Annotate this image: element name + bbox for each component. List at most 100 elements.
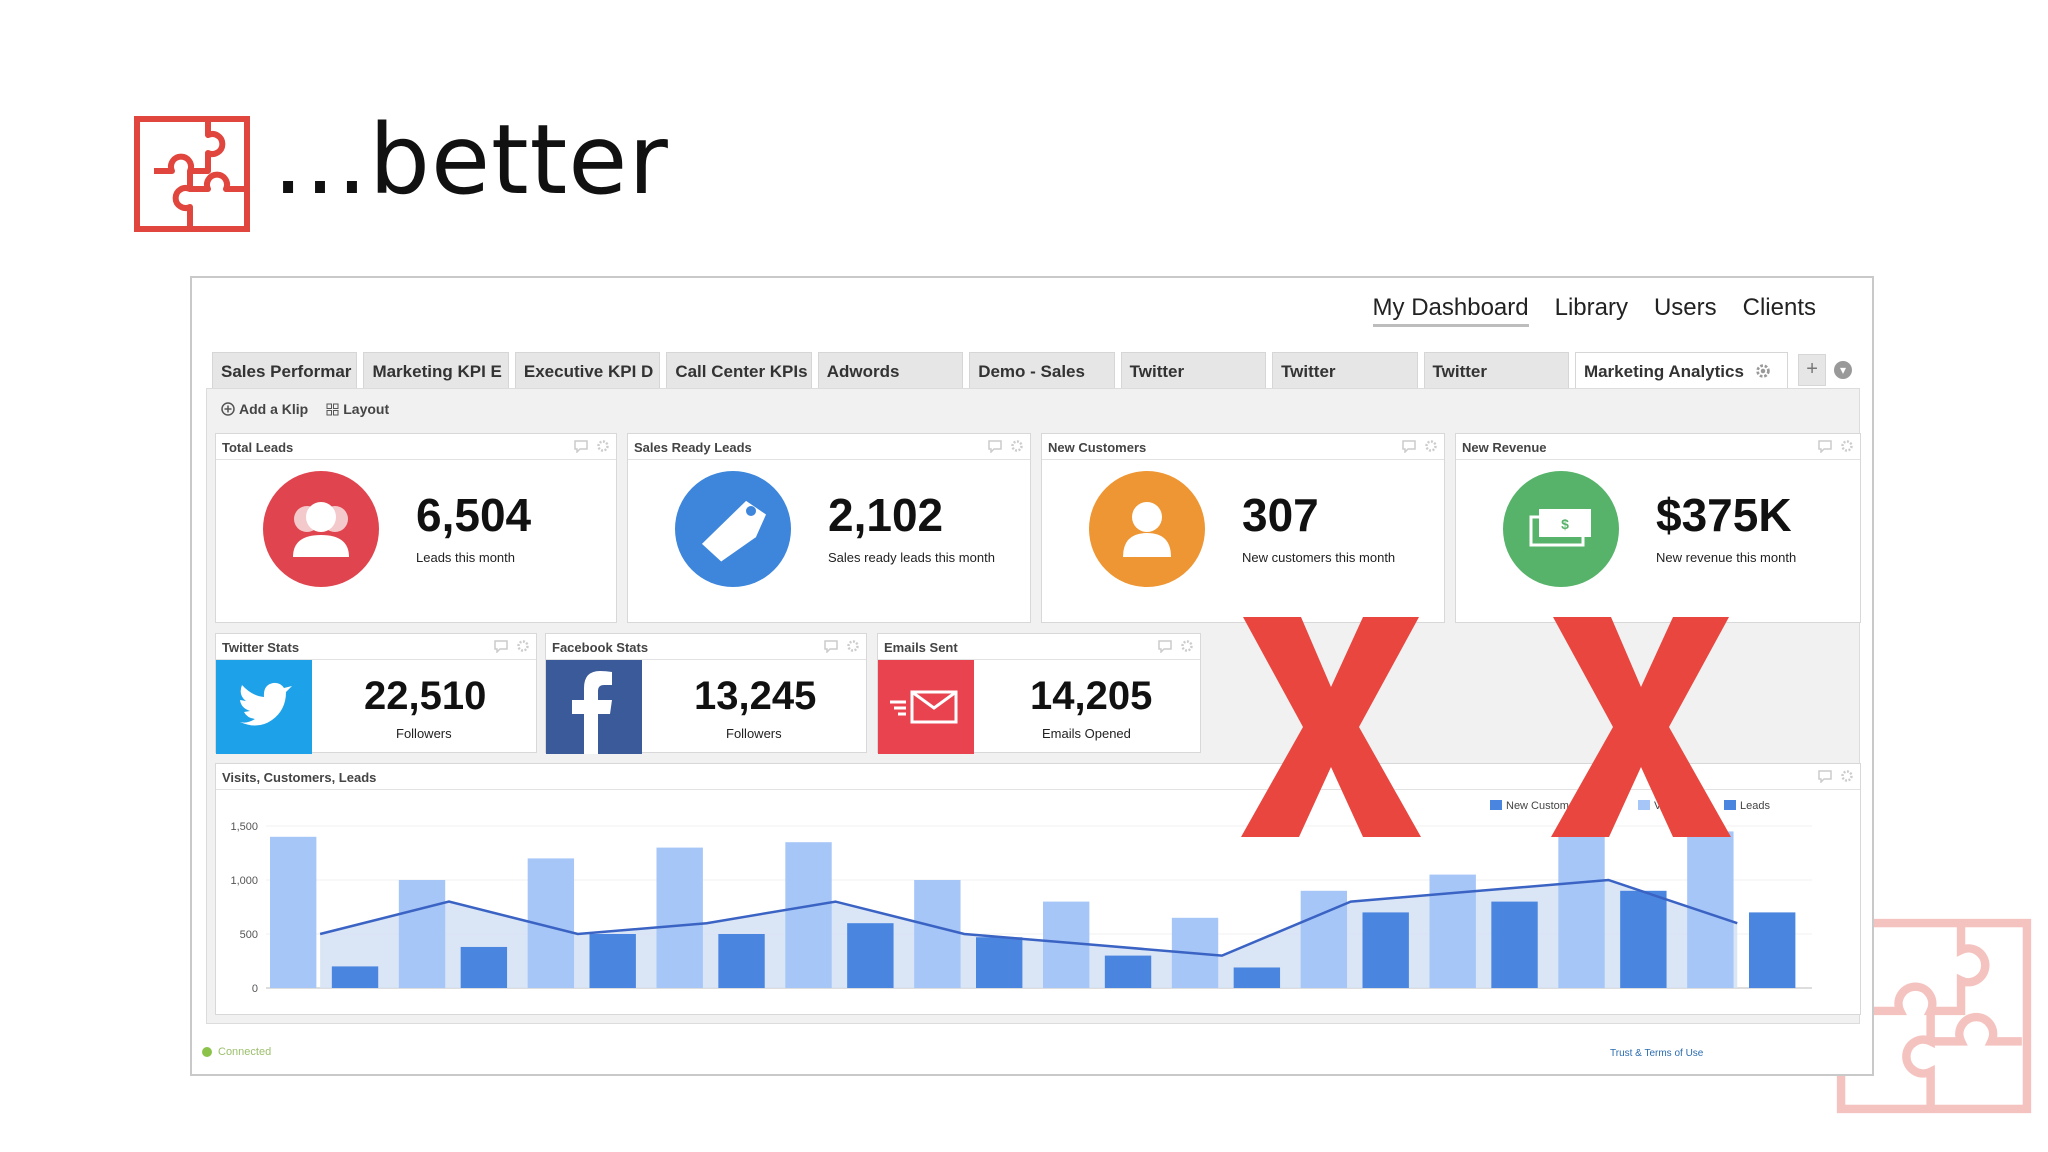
gear-icon[interactable] bbox=[516, 639, 530, 653]
comment-icon[interactable] bbox=[824, 639, 838, 653]
gear-icon[interactable] bbox=[1754, 362, 1772, 380]
klip-new-customers: New Customers 307 New customers this mon… bbox=[1041, 433, 1445, 623]
comment-icon[interactable] bbox=[494, 639, 508, 653]
connection-status: Connected bbox=[202, 1046, 271, 1058]
nav-clients[interactable]: Clients bbox=[1742, 294, 1816, 321]
total-leads-value: 6,504 bbox=[416, 489, 532, 541]
add-tab-button[interactable]: + bbox=[1798, 354, 1827, 386]
sales-ready-leads-label: Sales ready leads this month bbox=[828, 550, 995, 565]
gear-icon[interactable] bbox=[1010, 439, 1024, 453]
gear-icon[interactable] bbox=[846, 639, 860, 653]
klip-facebook-stats: Facebook Stats 13,245 Followers bbox=[545, 633, 867, 754]
tab-twitter-2[interactable]: Twitter bbox=[1272, 352, 1418, 388]
bar-leads bbox=[976, 937, 1023, 988]
gear-icon[interactable] bbox=[596, 439, 610, 453]
bar-leads bbox=[1104, 955, 1152, 988]
y-tick-label: 500 bbox=[240, 929, 258, 941]
klip-title: Sales Ready Leads bbox=[628, 434, 1030, 460]
tag-icon bbox=[675, 471, 791, 587]
dashboard-tabs: Sales Performar Marketing KPI E Executiv… bbox=[212, 352, 1853, 388]
status-dot-icon bbox=[202, 1047, 212, 1057]
comment-icon[interactable] bbox=[1402, 439, 1416, 453]
nav-users[interactable]: Users bbox=[1653, 294, 1717, 321]
gear-icon[interactable] bbox=[1180, 639, 1194, 653]
y-tick-label: 0 bbox=[252, 983, 258, 995]
tab-executive-kpi[interactable]: Executive KPI D bbox=[514, 352, 661, 388]
klip-title: Total Leads bbox=[216, 434, 616, 460]
dashboard-toolbar: Add a Klip Layout bbox=[221, 401, 389, 417]
envelope-icon bbox=[878, 660, 974, 754]
bar-visitors bbox=[270, 836, 317, 988]
gear-icon[interactable] bbox=[1840, 769, 1854, 783]
tab-twitter-3[interactable]: Twitter bbox=[1423, 352, 1569, 388]
klip-twitter-stats: Twitter Stats 22,510 Followers bbox=[215, 633, 537, 754]
comment-icon[interactable] bbox=[1158, 639, 1172, 653]
tab-twitter-1[interactable]: Twitter bbox=[1120, 352, 1267, 388]
gear-icon[interactable] bbox=[1840, 439, 1854, 453]
bar-leads bbox=[331, 966, 379, 988]
tab-sales-performance[interactable]: Sales Performar bbox=[212, 352, 358, 388]
tab-marketing-kpi[interactable]: Marketing KPI E bbox=[363, 352, 509, 388]
comment-icon[interactable] bbox=[574, 439, 588, 453]
tab-adwords[interactable]: Adwords bbox=[817, 352, 964, 388]
red-x-mark-2 bbox=[1551, 617, 1731, 837]
klip-total-leads: Total Leads 6,504 Leads this month bbox=[215, 433, 617, 623]
bar-leads bbox=[718, 934, 765, 988]
legend-swatch bbox=[1638, 800, 1650, 810]
comment-icon[interactable] bbox=[1818, 439, 1832, 453]
klip-title: Twitter Stats bbox=[216, 634, 536, 660]
bar-leads bbox=[1620, 890, 1667, 988]
tab-actions: + ▾ bbox=[1798, 352, 1853, 388]
add-klip-label: Add a Klip bbox=[239, 401, 309, 417]
bar-leads bbox=[460, 946, 508, 988]
grid-icon bbox=[326, 403, 339, 415]
twitter-followers-value: 22,510 bbox=[364, 674, 487, 718]
twitter-bird-icon bbox=[216, 660, 312, 754]
add-klip-button[interactable]: Add a Klip bbox=[221, 401, 308, 417]
bar-leads bbox=[1362, 912, 1409, 988]
line-series bbox=[319, 878, 1738, 957]
nav-my-dashboard[interactable]: My Dashboard bbox=[1372, 294, 1529, 327]
facebook-followers-value: 13,245 bbox=[694, 674, 817, 718]
layout-label: Layout bbox=[343, 401, 390, 417]
legend-label: New Customers bbox=[1506, 800, 1585, 812]
money-icon: $ bbox=[1503, 471, 1619, 587]
klip-sales-ready-leads: Sales Ready Leads 2,102 Sales ready lead… bbox=[627, 433, 1031, 623]
tab-demo-sales[interactable]: Demo - Sales bbox=[969, 352, 1115, 388]
new-revenue-value: $375K bbox=[1656, 489, 1792, 541]
legend-label: Leads bbox=[1740, 800, 1770, 812]
comment-icon[interactable] bbox=[988, 439, 1002, 453]
chevron-down-icon[interactable]: ▾ bbox=[1834, 361, 1853, 379]
top-navigation: My Dashboard Library Users Clients bbox=[1372, 294, 1816, 327]
tab-call-center-kpis[interactable]: Call Center KPIs bbox=[666, 352, 812, 388]
total-leads-label: Leads this month bbox=[416, 550, 516, 565]
red-x-mark-1 bbox=[1241, 617, 1421, 837]
money-icon-symbol: $ bbox=[1561, 516, 1569, 532]
new-customers-value: 307 bbox=[1242, 489, 1319, 541]
y-tick-label: 1,000 bbox=[230, 875, 258, 887]
users-icon bbox=[263, 471, 379, 587]
plus-circle-icon bbox=[221, 402, 235, 416]
klip-title: Emails Sent bbox=[878, 634, 1200, 660]
new-revenue-label: New revenue this month bbox=[1656, 550, 1797, 565]
comment-icon[interactable] bbox=[1818, 769, 1832, 783]
gear-icon[interactable] bbox=[1424, 439, 1438, 453]
bar-leads bbox=[1233, 967, 1281, 988]
bar-leads bbox=[1491, 901, 1538, 988]
klip-new-revenue: New Revenue $ $375K New revenue this mon… bbox=[1455, 433, 1861, 623]
legend-swatch bbox=[1490, 800, 1502, 810]
facebook-icon bbox=[546, 660, 642, 754]
bar-visitors bbox=[1558, 826, 1605, 988]
klip-emails-sent: Emails Sent 14,205 Emails Opened bbox=[877, 633, 1201, 754]
nav-library[interactable]: Library bbox=[1554, 294, 1628, 321]
puzzle-watermark-icon bbox=[1836, 918, 2032, 1114]
bar-visitors bbox=[398, 880, 446, 988]
slide-title: …better bbox=[272, 104, 669, 216]
bar-leads bbox=[1749, 912, 1796, 988]
bar-visitors bbox=[785, 842, 832, 988]
tab-marketing-analytics[interactable]: Marketing Analytics bbox=[1574, 352, 1789, 388]
user-icon bbox=[1089, 471, 1205, 587]
layout-button[interactable]: Layout bbox=[326, 401, 389, 417]
terms-link[interactable]: Trust & Terms of Use bbox=[1610, 1048, 1704, 1059]
